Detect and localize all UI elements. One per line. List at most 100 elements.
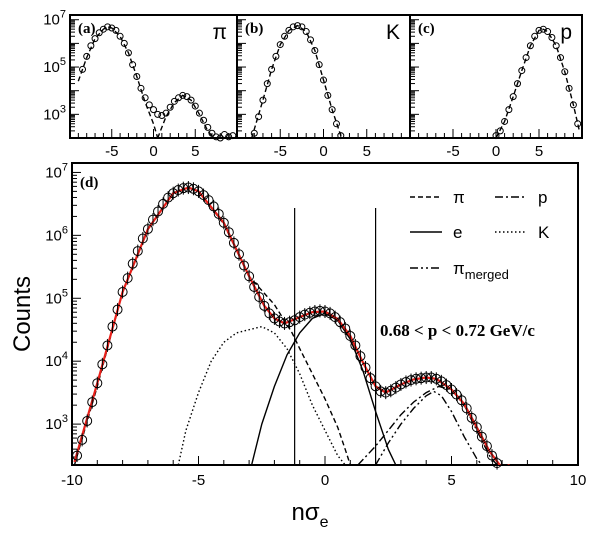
panel-a-data-point — [137, 84, 145, 92]
y-axis-title: Counts — [9, 276, 36, 352]
panel-c-data-point — [522, 54, 530, 62]
panel-a-y-tick-label: 103 — [43, 103, 66, 123]
panel-a-data-point — [95, 29, 103, 37]
panel-d-curve-p — [357, 385, 498, 465]
panel-a-data-point — [229, 132, 237, 140]
panel-c-x-tick-label: -5 — [446, 143, 459, 160]
panel-c-data-point — [501, 117, 509, 125]
panel-a-data-point — [91, 35, 99, 43]
momentum-range-annotation: 0.68 < p < 0.72 GeV/c — [380, 321, 535, 340]
panel-c-curve-p — [495, 28, 581, 138]
panel-b-data-point — [294, 22, 302, 30]
panel-c-data-point — [531, 32, 539, 40]
panel-a-data-point — [191, 102, 199, 110]
legend-label-dashdot: p — [538, 188, 547, 207]
panel-c-data-point — [574, 120, 582, 128]
panel-c-data-point — [505, 106, 513, 114]
panel-a-curve-e — [157, 94, 215, 138]
panel-a-data-point — [141, 94, 149, 102]
panel-c-data-point — [548, 33, 556, 41]
panel-b-data-point — [250, 129, 258, 137]
panel-a-data-point — [183, 93, 191, 101]
panel-c-data-point — [552, 42, 560, 50]
panel-c-frame — [409, 14, 583, 139]
panel-a-particle-label: π — [213, 21, 228, 44]
panel-b-x-tick-label: 0 — [319, 143, 327, 160]
panel-a-data-point — [79, 65, 87, 73]
panel-c-x-tick-label: 0 — [492, 143, 500, 160]
panel-c-data-point — [518, 67, 526, 75]
panel-a-data-point — [133, 73, 141, 80]
panel-a-data-point — [166, 103, 174, 111]
panel-a-data-point — [204, 123, 212, 131]
legend-label-dashed: π — [453, 188, 465, 207]
panel-b-data-point — [255, 113, 263, 121]
panel-d-curve-k — [177, 325, 346, 465]
panel-b-data-point — [315, 61, 323, 69]
panel-a-data-point — [208, 129, 216, 137]
panel-c-particle-label: p — [560, 21, 572, 44]
panel-a-data-point — [216, 134, 224, 142]
panel-b-data-point — [324, 91, 332, 99]
panel-d-y-tick-label: 105 — [45, 287, 68, 307]
legend-label-dotted: K — [538, 223, 550, 242]
panel-b-data-point — [263, 80, 271, 88]
panel-b-data-point — [332, 120, 340, 128]
panel-c-data-point — [492, 132, 500, 140]
panel-b-x-tick-label: -5 — [274, 143, 287, 160]
panel-a-data-point — [116, 32, 124, 40]
panel-b-data-point — [311, 46, 319, 54]
panel-a-data-point — [83, 52, 91, 60]
panel-a-data-point — [120, 39, 128, 47]
panel-b-tag: (b) — [245, 21, 263, 37]
panel-a-data-point — [225, 133, 233, 141]
panel-a-data-point — [154, 110, 162, 118]
panel-b-data-point — [259, 96, 267, 104]
panel-a-data-point — [129, 61, 137, 69]
panel-b-curve-k — [251, 24, 344, 138]
panel-c-data-point — [509, 93, 517, 101]
panel-a-x-tick-label: 0 — [149, 143, 157, 160]
panel-c-data-point — [565, 84, 573, 92]
panel-a-data-point — [150, 106, 157, 114]
panel-a-data-point — [87, 42, 95, 50]
panel-a-curve- — [77, 26, 159, 138]
panel-a-data-point — [200, 116, 208, 124]
panel-b-data-point — [328, 106, 336, 114]
panel-d-curve- — [73, 186, 351, 465]
panel-c-x-tick-label: 5 — [535, 143, 543, 160]
panel-a-data-point — [179, 91, 187, 99]
panel-a-tag: (a) — [78, 21, 96, 37]
panel-b-x-tick-label: 5 — [363, 143, 371, 160]
panel-b-data-point — [285, 26, 293, 34]
panel-c-data-point — [496, 127, 504, 135]
panel-d-x-tick-label: 5 — [447, 472, 455, 489]
panel-c-data-point — [535, 26, 543, 34]
panel-a-data-point — [187, 96, 195, 104]
panel-a-data-point — [124, 49, 132, 57]
panel-b-data-point — [276, 41, 284, 49]
panel-d-x-tick-label: 10 — [570, 472, 587, 489]
panel-a-y-tick-label: 107 — [43, 9, 66, 29]
panel-a-data-point — [104, 23, 112, 31]
panel-a-x-tick-label: 5 — [191, 143, 199, 160]
panel-b-data-point — [272, 52, 280, 60]
panel-a-x-tick-label: -5 — [105, 143, 118, 160]
panel-d-y-tick-label: 107 — [45, 161, 68, 181]
panel-d-curve-_merged — [374, 390, 483, 465]
panel-b-data-point — [281, 32, 289, 40]
panel-b-data-point — [320, 76, 327, 84]
panel-b-data-point — [307, 36, 315, 44]
panel-c-data-point — [561, 68, 569, 76]
panel-c-data-point — [526, 42, 534, 50]
x-axis-title: nσe — [291, 499, 328, 531]
panel-b-data-point — [289, 23, 297, 31]
panel-d-y-tick-label: 104 — [45, 350, 68, 370]
legend-label-solid: e — [453, 223, 462, 242]
panel-a-data-point — [145, 101, 153, 109]
panel-a-data-point — [162, 109, 170, 117]
panel-d-x-tick-label: -5 — [192, 472, 205, 489]
panel-c-data-point — [544, 28, 552, 36]
panel-d-x-tick-label: -10 — [61, 472, 83, 489]
